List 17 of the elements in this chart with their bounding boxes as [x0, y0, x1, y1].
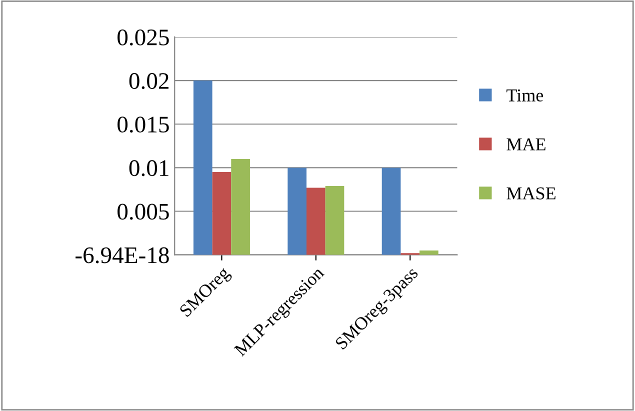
bar — [288, 168, 306, 255]
bar — [306, 188, 326, 255]
bar — [420, 250, 438, 255]
legend-label: MAE — [506, 138, 546, 150]
y-tick-label: 0.01 — [129, 160, 168, 176]
legend-label: MASE — [506, 187, 556, 200]
y-tick-label: 0.005 — [118, 204, 169, 220]
bar — [382, 168, 401, 255]
y-tick-label: -6.94E-18 — [76, 247, 169, 264]
bar — [325, 186, 344, 255]
legend-label: Time — [506, 89, 544, 102]
y-tick-label: 0.015 — [118, 116, 169, 133]
bar — [231, 158, 250, 255]
y-tick-label: 0.02 — [129, 73, 168, 90]
bar — [212, 172, 232, 255]
bar — [193, 80, 212, 255]
y-tick-label: 0.025 — [118, 29, 169, 46]
